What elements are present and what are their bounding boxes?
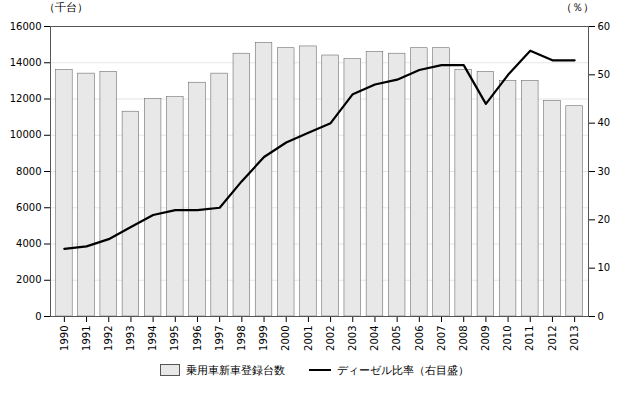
svg-text:2005: 2005 <box>391 326 402 351</box>
svg-text:1995: 1995 <box>169 326 180 351</box>
svg-text:8000: 8000 <box>16 166 41 177</box>
html-text:（千台）: （千台） <box>44 1 88 14</box>
svg-text:1997: 1997 <box>214 326 225 351</box>
svg-text:2009: 2009 <box>480 326 491 351</box>
svg-text:2001: 2001 <box>303 326 314 351</box>
svg-text:0: 0 <box>598 311 604 322</box>
svg-text:1992: 1992 <box>103 326 114 351</box>
svg-text:60: 60 <box>598 21 611 32</box>
svg-text:10000: 10000 <box>10 129 42 140</box>
svg-text:1993: 1993 <box>125 326 136 351</box>
svg-text:4000: 4000 <box>16 238 41 249</box>
svg-text:2000: 2000 <box>280 326 291 351</box>
svg-text:2012: 2012 <box>547 326 558 351</box>
svg-text:2004: 2004 <box>369 326 380 351</box>
svg-text:1994: 1994 <box>147 326 158 351</box>
svg-text:2002: 2002 <box>325 326 336 351</box>
svg-text:10: 10 <box>598 262 611 273</box>
svg-text:2007: 2007 <box>436 326 447 351</box>
svg-text:6000: 6000 <box>16 202 41 213</box>
svg-text:2006: 2006 <box>414 326 425 351</box>
html-text:乗用車新車登録台数: 乗用車新車登録台数 <box>185 363 285 377</box>
svg-text:2000: 2000 <box>16 274 41 285</box>
svg-text:14000: 14000 <box>10 57 42 68</box>
html-text:ディーゼル比率（右目盛）: ディーゼル比率（右目盛） <box>336 363 469 377</box>
svg-text:1991: 1991 <box>81 326 92 351</box>
svg-text:2013: 2013 <box>569 326 580 351</box>
svg-text:40: 40 <box>598 117 611 128</box>
svg-text:20: 20 <box>598 214 611 225</box>
svg-text:2011: 2011 <box>524 326 535 351</box>
svg-text:0: 0 <box>35 311 41 322</box>
svg-text:12000: 12000 <box>10 93 42 104</box>
svg-text:2008: 2008 <box>458 326 469 351</box>
svg-text:2010: 2010 <box>502 326 513 351</box>
svg-text:50: 50 <box>598 69 611 80</box>
svg-text:2003: 2003 <box>347 326 358 351</box>
svg-text:1999: 1999 <box>258 326 269 351</box>
svg-text:1998: 1998 <box>236 326 247 351</box>
svg-text:30: 30 <box>598 166 611 177</box>
svg-text:1996: 1996 <box>192 326 203 351</box>
svg-text:16000: 16000 <box>10 21 42 32</box>
svg-text:1990: 1990 <box>59 326 70 351</box>
